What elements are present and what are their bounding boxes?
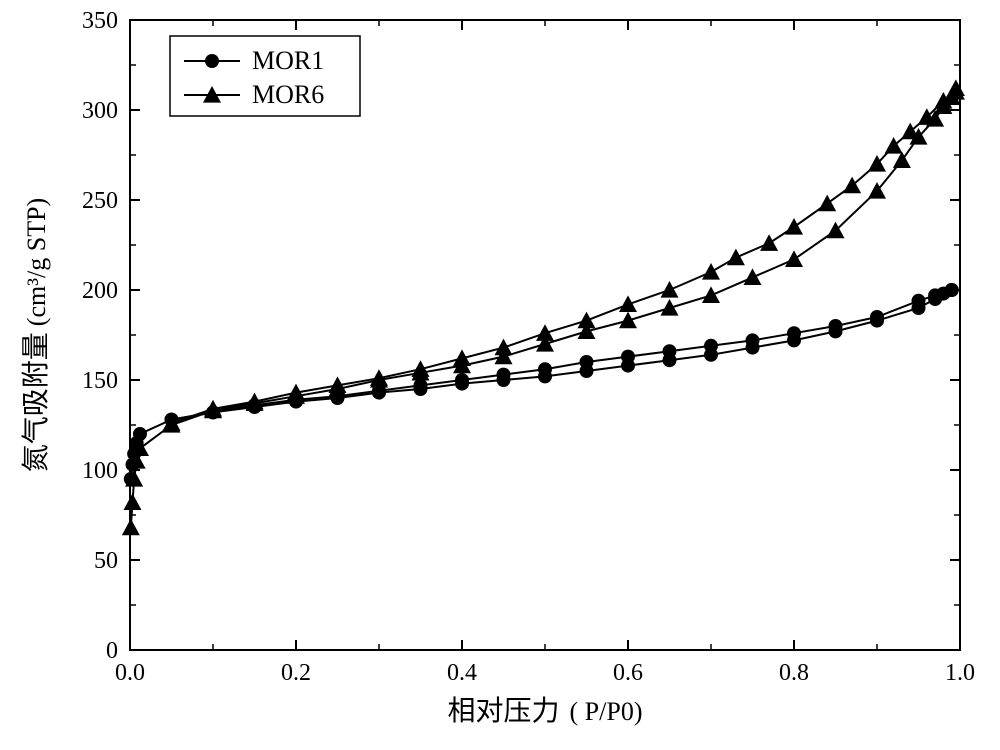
data-point: [205, 54, 219, 68]
data-point: [497, 368, 511, 382]
data-point: [123, 493, 141, 510]
isotherm-chart: 0.0 0.2 0.4 0.6 0.8 1.0 0 50 100 150 200 250 300 350 相…: [0, 0, 1000, 750]
y-tick-label: 150: [82, 368, 118, 394]
data-point: [455, 373, 469, 387]
data-point: [785, 250, 803, 267]
data-point: [704, 339, 718, 353]
x-tick-label: 0.8: [779, 660, 809, 686]
y-tick-label: 0: [106, 638, 118, 664]
x-tick-label: 1.0: [945, 660, 975, 686]
series-line-MOR6_adsorption: [131, 92, 956, 528]
y-axis-title: 氮气吸附量(cm³/g STP): [20, 198, 52, 472]
data-point: [621, 350, 635, 364]
data-point: [870, 310, 884, 324]
data-point: [578, 312, 596, 329]
x-tick-label: 0.6: [613, 660, 643, 686]
data-point: [538, 362, 552, 376]
data-point: [727, 249, 745, 266]
series-line-MOR1_adsorption: [131, 290, 952, 479]
data-point: [619, 312, 637, 329]
data-point: [122, 519, 140, 536]
data-point: [414, 378, 428, 392]
y-tick-label: 350: [82, 8, 118, 34]
data-point: [133, 427, 147, 441]
data-point: [580, 355, 594, 369]
chart-svg: 0.0 0.2 0.4 0.6 0.8 1.0 0 50 100 150 200 250 300 350 相…: [0, 0, 1000, 750]
x-tick-label: 0.4: [447, 660, 477, 686]
data-point: [495, 339, 513, 356]
data-point: [661, 281, 679, 298]
data-point: [829, 319, 843, 333]
data-point: [893, 151, 911, 168]
data-point: [744, 268, 762, 285]
y-tick-label: 300: [82, 98, 118, 124]
x-axis-title: 相对压力( P/P0): [448, 695, 643, 727]
data-point: [702, 286, 720, 303]
data-point: [912, 294, 926, 308]
x-tick-label: 0.2: [281, 660, 311, 686]
x-tick-label: 0.0: [115, 660, 145, 686]
data-point: [818, 195, 836, 212]
data-point: [619, 295, 637, 312]
data-point: [787, 326, 801, 340]
data-point: [663, 344, 677, 358]
data-point: [928, 288, 942, 302]
data-point: [661, 299, 679, 316]
legend-label: MOR1: [252, 46, 324, 75]
y-tick-label: 250: [82, 188, 118, 214]
y-tick-label: 50: [94, 548, 118, 574]
data-point: [945, 283, 959, 297]
data-point: [760, 234, 778, 251]
data-point: [785, 218, 803, 235]
legend-label: MOR6: [252, 80, 324, 109]
data-point: [536, 324, 554, 341]
y-tick-label: 100: [82, 458, 118, 484]
data-point: [947, 79, 965, 96]
data-point: [702, 263, 720, 280]
y-tick-label: 200: [82, 278, 118, 304]
data-point: [746, 333, 760, 347]
